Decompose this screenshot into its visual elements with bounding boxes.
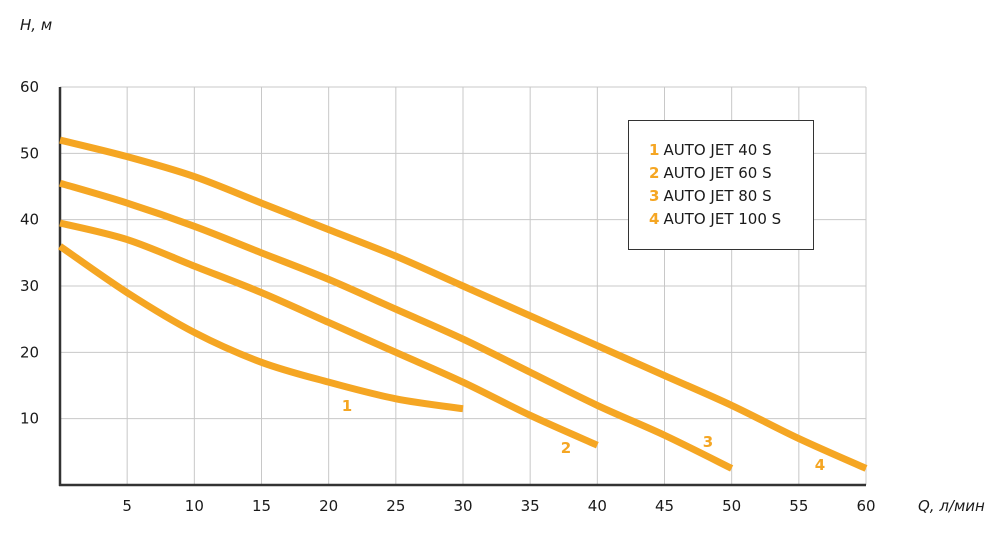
x-tick-label: 15 — [252, 497, 271, 515]
curve-1 — [58, 243, 464, 413]
legend-item-2: 2 AUTO JET 60 S — [649, 164, 772, 182]
curve-label-4: 4 — [815, 456, 825, 474]
x-tick-label: 40 — [588, 497, 607, 515]
x-tick-label: 5 — [122, 497, 132, 515]
x-tick-label: 60 — [856, 497, 875, 515]
x-tick-label: 50 — [722, 497, 741, 515]
curve-3 — [59, 179, 734, 472]
y-tick-label: 40 — [20, 211, 39, 229]
x-axis-title: Q, л/мин — [918, 497, 985, 515]
legend-item-1: 1 AUTO JET 40 S — [649, 141, 772, 159]
tick-labels: 5 10 15 20 25 30 35 40 45 50 55 60 10 20 30 40 50 60 — [20, 78, 876, 515]
x-tick-label: 55 — [789, 497, 808, 515]
axes — [58, 87, 866, 487]
y-tick-label: 10 — [20, 410, 39, 428]
x-tick-label: 45 — [655, 497, 674, 515]
curve-label-2: 2 — [561, 439, 571, 457]
x-tick-label: 10 — [185, 497, 204, 515]
curve-label-3: 3 — [703, 433, 713, 451]
curve-labels: 1 2 3 4 — [342, 397, 825, 474]
y-axis-title: H, м — [20, 16, 52, 34]
y-tick-label: 50 — [20, 144, 39, 162]
x-tick-label: 25 — [386, 497, 405, 515]
y-tick-label: 30 — [20, 277, 39, 295]
x-tick-label: 20 — [319, 497, 338, 515]
y-tick-label: 60 — [20, 78, 39, 96]
y-tick-label: 20 — [20, 343, 39, 361]
legend-item-4: 4 AUTO JET 100 S — [649, 210, 782, 228]
legend-item-3: 3 AUTO JET 80 S — [649, 187, 772, 205]
curve-label-1: 1 — [342, 397, 352, 415]
curve-4 — [59, 136, 868, 472]
x-tick-label: 35 — [521, 497, 540, 515]
legend: 1 AUTO JET 40 S 2 AUTO JET 60 S 3 AUTO JET … — [628, 120, 814, 250]
curve-2 — [59, 219, 599, 449]
curves — [58, 136, 868, 472]
x-tick-label: 30 — [453, 497, 472, 515]
